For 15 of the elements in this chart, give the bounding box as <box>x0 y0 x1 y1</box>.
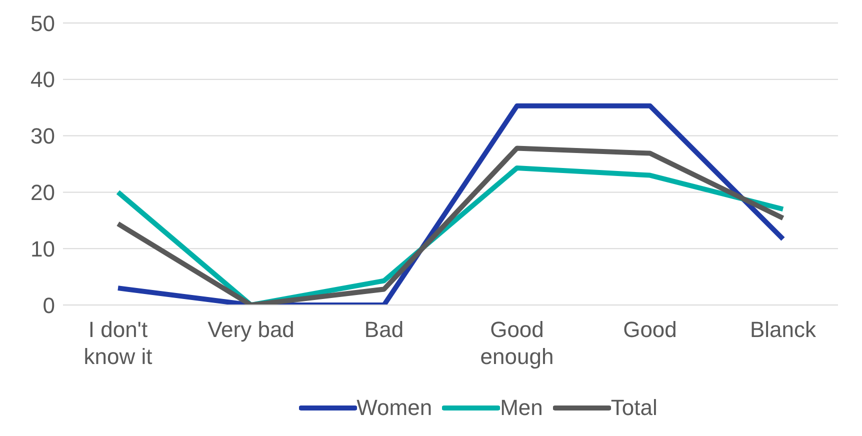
x-tick-label: Very bad <box>208 317 294 342</box>
y-tick-label: 50 <box>30 10 55 36</box>
x-tick-label: Good <box>623 317 677 342</box>
legend-label: Women <box>356 395 432 421</box>
y-tick-label: 30 <box>30 124 55 149</box>
legend-label: Men <box>500 395 543 421</box>
legend-label: Total <box>610 395 658 421</box>
x-tick-label: Blanck <box>750 317 818 342</box>
y-tick-label: 40 <box>30 67 55 92</box>
y-tick-label: 10 <box>30 236 55 262</box>
x-tick-label: Good enough <box>480 317 554 369</box>
y-tick-label: 0 <box>42 292 55 318</box>
y-tick-label: 20 <box>30 180 55 206</box>
x-tick-label: I don't know it <box>84 317 152 369</box>
x-tick-label: Bad <box>364 317 404 342</box>
